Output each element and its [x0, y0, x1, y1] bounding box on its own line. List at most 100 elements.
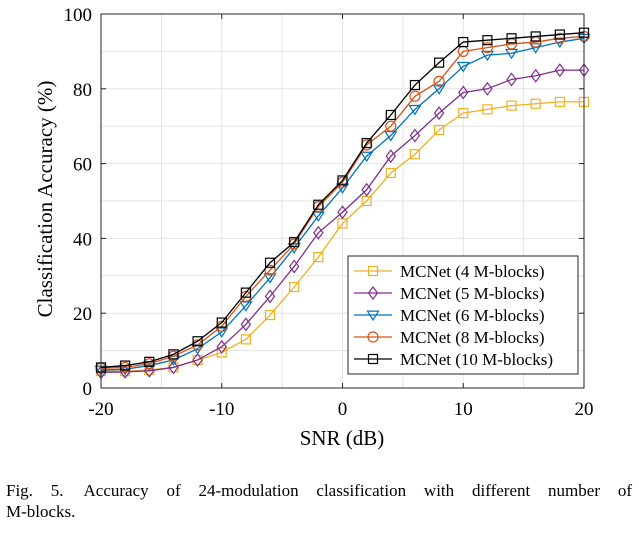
- data-point: [480, 50, 494, 62]
- data-point: [313, 225, 324, 240]
- series-lines: [94, 27, 591, 380]
- data-point: [482, 81, 493, 96]
- data-point: [361, 182, 372, 197]
- y-tick-label: 40: [73, 229, 92, 250]
- data-point: [482, 104, 493, 115]
- accuracy-line-chart: -20 -10 0 10 20 0 20 40 60 80 100 SNR (dB) Classif…: [33, 5, 594, 450]
- data-point: [216, 317, 227, 328]
- legend-item-2: MCNet (5 M-blocks): [354, 284, 544, 303]
- data-point: [264, 309, 276, 321]
- data-point: [481, 42, 493, 54]
- data-point: [264, 257, 276, 268]
- data-point: [530, 68, 541, 83]
- data-point: [482, 35, 493, 46]
- legend-label: MCNet (6 M-blocks): [400, 306, 544, 325]
- data-point: [337, 175, 348, 186]
- x-axis-title: SNR (dB): [300, 426, 385, 450]
- data-point: [337, 205, 348, 220]
- data-point: [554, 29, 565, 40]
- data-point: [530, 98, 541, 109]
- data-point: [554, 63, 566, 78]
- data-point: [144, 363, 155, 378]
- data-point: [335, 183, 350, 194]
- legend-item-4: MCNet (8 M-blocks): [354, 328, 544, 347]
- series-5: [95, 27, 590, 373]
- data-point: [313, 199, 324, 210]
- series-line: [100, 32, 585, 369]
- data-point: [360, 151, 374, 163]
- caption-line-1: Fig. 5. Accuracy of 24-modulation classif…: [6, 480, 632, 501]
- data-point: [530, 31, 541, 42]
- legend-label: MCNet (10 M-blocks): [400, 350, 553, 369]
- data-point: [263, 273, 277, 284]
- x-tick-label: 20: [575, 399, 594, 420]
- data-point: [216, 347, 227, 358]
- data-point: [506, 33, 517, 44]
- data-point: [264, 264, 276, 276]
- data-point: [192, 336, 203, 347]
- y-tick-label: 60: [73, 155, 92, 176]
- data-point: [289, 281, 300, 293]
- data-point: [506, 72, 517, 87]
- y-tick-label: 20: [73, 304, 92, 325]
- data-point: [240, 317, 252, 332]
- data-point: [529, 43, 543, 54]
- data-point: [554, 96, 565, 107]
- data-point: [192, 352, 203, 367]
- legend-label: MCNet (4 M-blocks): [400, 262, 544, 281]
- series-line: [100, 35, 585, 369]
- series-line: [100, 37, 585, 371]
- caption-line-2: M-blocks.: [6, 502, 76, 521]
- legend-item-1: MCNet (4 M-blocks): [354, 262, 544, 281]
- data-point: [367, 331, 379, 343]
- data-point: [367, 265, 379, 277]
- data-point: [367, 286, 379, 300]
- x-tick-label: -10: [209, 399, 234, 420]
- data-point: [367, 353, 379, 365]
- legend-item-3: MCNet (6 M-blocks): [354, 306, 544, 325]
- data-point: [215, 327, 229, 338]
- data-point: [409, 79, 421, 91]
- data-point: [458, 36, 469, 48]
- y-tick-label: 80: [73, 80, 92, 101]
- data-point: [216, 339, 227, 354]
- data-point: [385, 120, 397, 132]
- data-point: [409, 149, 421, 160]
- legend-label: MCNet (5 M-blocks): [400, 284, 544, 303]
- series-line: [100, 69, 584, 373]
- data-point: [313, 252, 324, 263]
- x-tick-label: 0: [338, 399, 348, 420]
- data-point: [408, 104, 422, 116]
- data-point: [432, 84, 446, 95]
- data-point: [120, 360, 131, 371]
- data-point: [288, 259, 300, 274]
- data-point: [264, 289, 276, 304]
- data-point: [385, 167, 396, 179]
- y-tick-label: 100: [64, 5, 93, 26]
- data-point: [409, 90, 421, 102]
- legend-label: MCNet (8 M-blocks): [400, 328, 544, 347]
- data-point: [168, 360, 179, 375]
- data-point: [456, 61, 470, 73]
- data-point: [433, 106, 445, 121]
- x-tick-label: -20: [88, 399, 113, 420]
- y-tick-label: 0: [83, 379, 93, 400]
- data-point: [434, 124, 445, 136]
- legend-item-5: MCNet (10 M-blocks): [354, 350, 553, 369]
- data-point: [168, 349, 179, 360]
- data-point: [434, 57, 445, 68]
- legend: MCNet (4 M-blocks) MCNet (5 M-blocks) MCNe…: [347, 255, 579, 375]
- data-point: [289, 237, 300, 248]
- data-point: [385, 149, 397, 164]
- data-point: [144, 356, 155, 367]
- data-point: [240, 334, 251, 345]
- data-point: [361, 137, 372, 149]
- data-point: [458, 108, 469, 119]
- data-point: [506, 100, 517, 111]
- caption-text: Accuracy of 24-modulation classification…: [83, 481, 632, 500]
- y-axis-title: Classification Accuracy (%): [33, 81, 57, 318]
- tick-labels: -20 -10 0 10 20 0 20 40 60 80 100: [64, 5, 594, 420]
- data-point: [409, 128, 421, 143]
- x-tick-label: 10: [454, 399, 473, 420]
- figure-caption: Fig. 5. Accuracy of 24-modulation classif…: [6, 480, 632, 522]
